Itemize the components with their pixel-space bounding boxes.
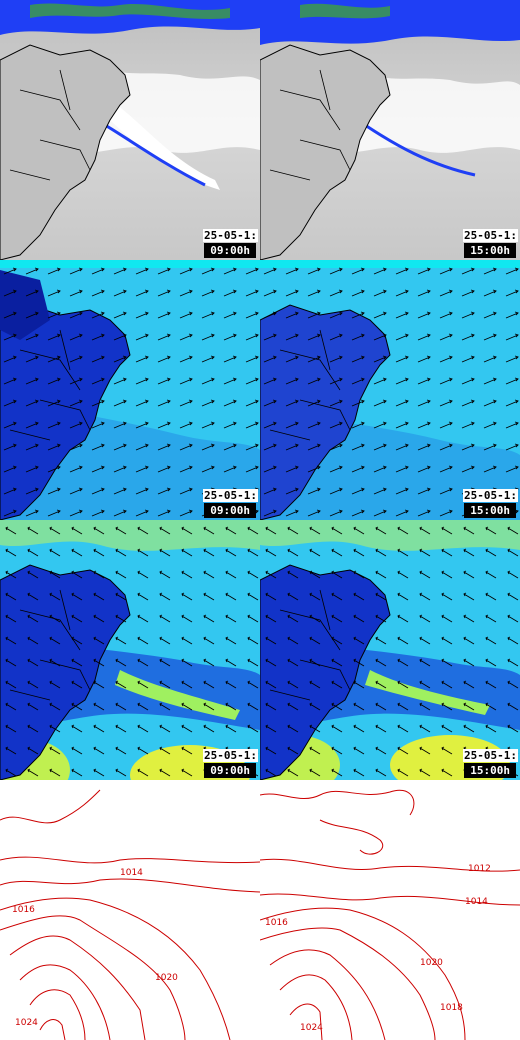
wind-map [0, 260, 260, 520]
isobar-label: 1014 [465, 897, 488, 907]
isobar-label: 1014 [120, 868, 143, 878]
satellite-map [260, 0, 520, 260]
panel-time: 15:00h [464, 243, 516, 258]
isobar-map: 1014 1016 1020 1024 [0, 780, 260, 1040]
isobar-label: 1018 [440, 1003, 463, 1013]
panel-date: 25-05-1: [203, 749, 258, 762]
wind-panel-b-1500: 25-05-1: 15:00h [260, 520, 520, 780]
panel-date: 25-05-1: [463, 489, 518, 502]
panel-date: 25-05-1: [203, 489, 258, 502]
isobar-label: 1024 [15, 1018, 38, 1028]
isobar-label: 1020 [155, 973, 178, 983]
wind-map [260, 520, 520, 780]
panel-date: 25-05-1: [203, 229, 258, 242]
panel-date: 25-05-1: [463, 749, 518, 762]
isobar-label: 1016 [12, 905, 35, 915]
panel-time: 15:00h [464, 763, 516, 778]
isobar-panel-right: 1012 1014 1016 1018 1020 1024 [260, 780, 520, 1040]
isobar-label: 1020 [420, 958, 443, 968]
panel-time: 09:00h [204, 503, 256, 518]
isobar-label: 1024 [300, 1023, 323, 1033]
panel-date: 25-05-1: [463, 229, 518, 242]
wind-panel-a-0900: 25-05-1: 09:00h [0, 260, 260, 520]
satellite-panel-1500: 25-05-1: 15:00h [260, 0, 520, 260]
panel-time: 09:00h [204, 243, 256, 258]
satellite-map [0, 0, 260, 260]
isobar-panel-left: 1014 1016 1020 1024 [0, 780, 260, 1040]
panel-time: 15:00h [464, 503, 516, 518]
wind-map [0, 520, 260, 780]
satellite-panel-0900: 25-05-1: 09:00h [0, 0, 260, 260]
isobar-label: 1016 [265, 918, 288, 928]
panel-time: 09:00h [204, 763, 256, 778]
wind-map [260, 260, 520, 520]
isobar-map: 1012 1014 1016 1018 1020 1024 [260, 780, 520, 1040]
wind-panel-b-0900: 25-05-1: 09:00h [0, 520, 260, 780]
isobar-label: 1012 [468, 864, 491, 874]
wind-panel-a-1500: 25-05-1: 15:00h [260, 260, 520, 520]
